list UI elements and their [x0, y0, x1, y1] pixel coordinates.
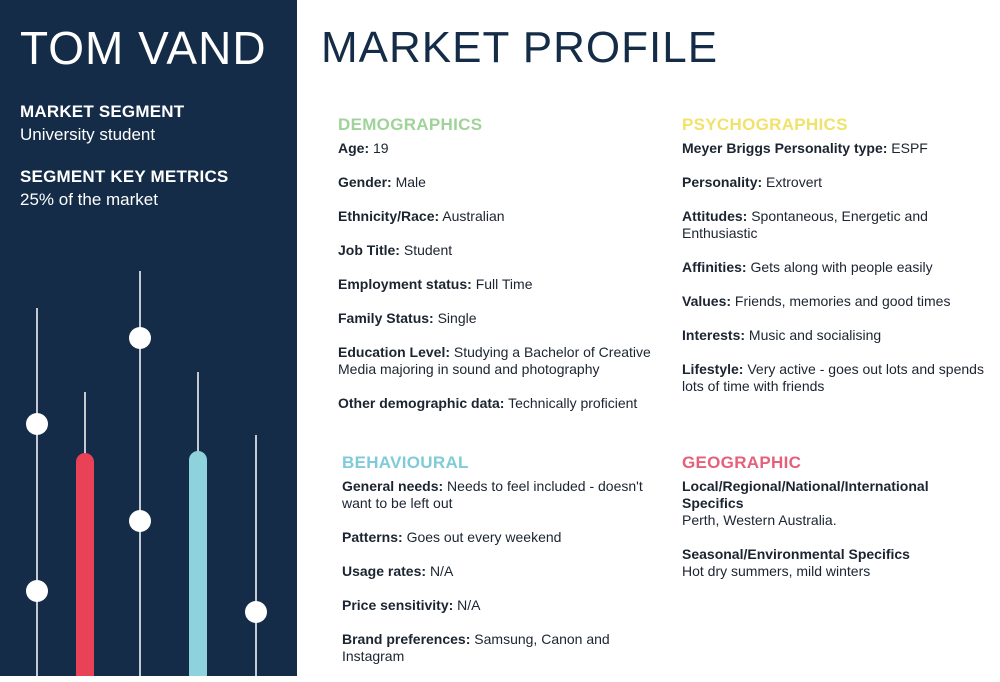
field-seasonal-specifics: Seasonal/Environmental Specifics Hot dry … [682, 546, 910, 579]
segment-key-metrics-label: SEGMENT KEY METRICS [20, 167, 229, 186]
decorative-bars-graphic [26, 271, 267, 676]
persona-name: TOM VAND [20, 22, 267, 74]
demographics-heading: DEMOGRAPHICS [338, 115, 483, 134]
field-interests: Interests: Music and socialising [682, 327, 882, 343]
field-age: Age: 19 [338, 140, 389, 156]
behavioural-heading: BEHAVIOURAL [342, 453, 469, 472]
field-other-demographic: Other demographic data: Technically prof… [338, 395, 638, 411]
field-lifestyle: Lifestyle: Very active - goes out lots a… [682, 361, 984, 394]
field-usage-rates: Usage rates: N/A [342, 563, 454, 579]
field-gender: Gender: Male [338, 174, 426, 190]
segment-key-metrics-value: 25% of the market [20, 190, 158, 209]
field-attitudes: Attitudes: Spontaneous, Energetic and En… [682, 208, 928, 241]
field-brand-preferences: Brand preferences: Samsung, Canon and In… [342, 631, 610, 664]
field-education-level: Education Level: Studying a Bachelor of … [338, 344, 651, 377]
field-values: Values: Friends, memories and good times [682, 293, 951, 309]
psychographics-heading: PSYCHOGRAPHICS [682, 115, 848, 134]
deco-dot-1b [26, 580, 48, 602]
field-ethnicity: Ethnicity/Race: Australian [338, 208, 505, 224]
market-segment-value: University student [20, 125, 156, 144]
deco-dot-1a [26, 413, 48, 435]
deco-dot-3b [129, 510, 151, 532]
market-segment-label: MARKET SEGMENT [20, 102, 185, 121]
deco-dot-5 [245, 601, 267, 623]
field-local-specifics: Local/Regional/National/International Sp… [682, 478, 929, 528]
field-employment-status: Employment status: Full Time [338, 276, 533, 292]
field-affinities: Affinities: Gets along with people easil… [682, 259, 933, 275]
field-job-title: Job Title: Student [338, 242, 453, 258]
psychographics-section: PSYCHOGRAPHICS Meyer Briggs Personality … [682, 114, 994, 412]
deco-dot-3a [129, 327, 151, 349]
field-general-needs: General needs: Needs to feel included - … [342, 478, 643, 511]
sidebar: TOM VAND MARKET SEGMENT University stude… [0, 0, 297, 676]
behavioural-section: BEHAVIOURAL General needs: Needs to feel… [342, 452, 658, 682]
field-family-status: Family Status: Single [338, 310, 477, 326]
page-title: MARKET PROFILE [321, 23, 719, 72]
field-price-sensitivity: Price sensitivity: N/A [342, 597, 481, 613]
field-patterns: Patterns: Goes out every weekend [342, 529, 562, 545]
demographics-section: DEMOGRAPHICS Age: 19 Gender: Male Ethnic… [338, 114, 658, 429]
geographic-heading: GEOGRAPHIC [682, 453, 802, 472]
field-personality: Personality: Extrovert [682, 174, 823, 190]
geographic-section: GEOGRAPHIC Local/Regional/National/Inter… [682, 452, 972, 597]
field-personality-type: Meyer Briggs Personality type: ESPF [682, 140, 928, 156]
